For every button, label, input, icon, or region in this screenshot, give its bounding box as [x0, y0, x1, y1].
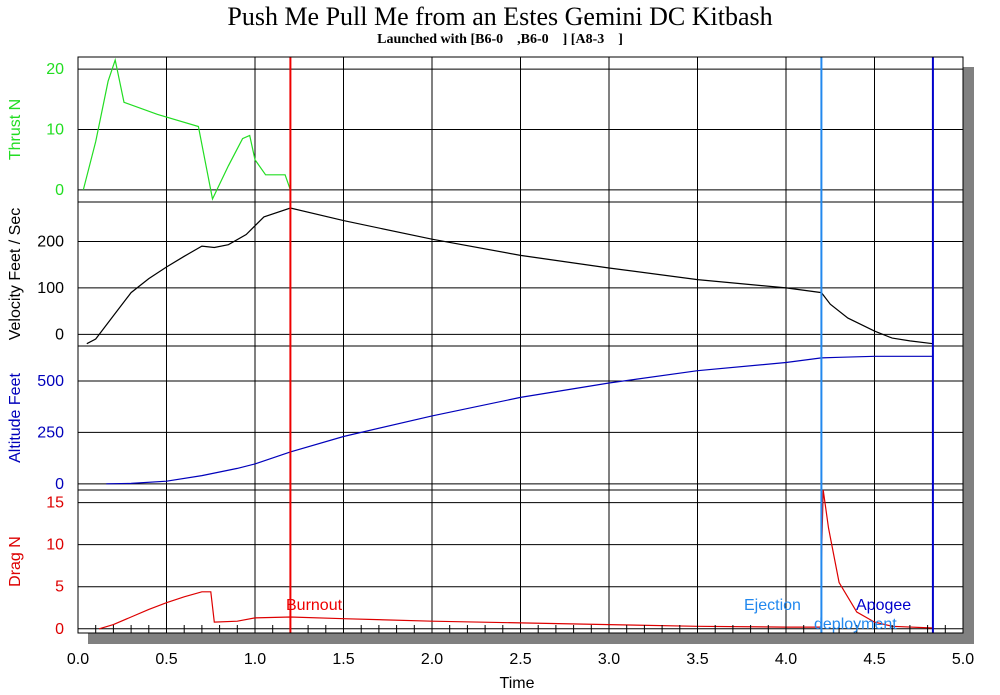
y-tick-label: 0: [55, 621, 64, 638]
x-tick-label: 0.0: [67, 651, 89, 668]
series-line: [82, 57, 291, 201]
x-tick-label: 4.5: [863, 651, 885, 668]
y-tick-label: 200: [37, 233, 64, 250]
y-tick-label: 5: [55, 579, 64, 596]
y-tick-label: 10: [46, 537, 64, 554]
y-tick-label: 500: [37, 373, 64, 390]
y-tick-label: 15: [46, 495, 64, 512]
x-tick-label: 2.5: [509, 651, 531, 668]
x-tick-label: 1.5: [332, 651, 354, 668]
y-axis-label: Thrust N: [7, 99, 24, 160]
event-label: deployment: [814, 616, 897, 633]
plot-shadow-right: [963, 67, 974, 643]
x-tick-label: 2.0: [421, 651, 443, 668]
plot-shadow-bottom: [88, 633, 974, 644]
chart-title: Push Me Pull Me from an Estes Gemini DC …: [227, 2, 773, 31]
x-tick-label: 4.0: [775, 651, 797, 668]
y-tick-label: 0: [55, 182, 64, 199]
y-tick-label: 20: [46, 61, 64, 78]
y-tick-label: 0: [55, 476, 64, 493]
x-tick-label: 3.5: [686, 651, 708, 668]
event-label: Burnout: [286, 597, 343, 614]
chart-subtitle: Launched with [B6-0 ,B6-0 ] [A8-3 ]: [377, 32, 623, 47]
x-axis-label: Time: [500, 675, 535, 692]
y-tick-label: 250: [37, 424, 64, 441]
x-tick-label: 0.5: [155, 651, 177, 668]
y-tick-label: 10: [46, 122, 64, 139]
event-label: Apogee: [856, 597, 911, 614]
series-line: [86, 207, 933, 345]
y-axis-label: Velocity Feet / Sec: [7, 208, 24, 341]
y-axis-label: Altitude Feet: [7, 373, 24, 463]
y-axis-label: Drag N: [7, 536, 24, 587]
plot-border: [77, 56, 964, 634]
y-tick-label: 0: [55, 326, 64, 343]
x-tick-label: 1.0: [244, 651, 266, 668]
x-tick-label: 3.0: [598, 651, 620, 668]
y-tick-label: 100: [37, 280, 64, 297]
series-line: [106, 355, 933, 485]
event-label: Ejection: [744, 597, 801, 614]
series-line: [99, 489, 933, 630]
x-tick-label: 5.0: [952, 651, 974, 668]
